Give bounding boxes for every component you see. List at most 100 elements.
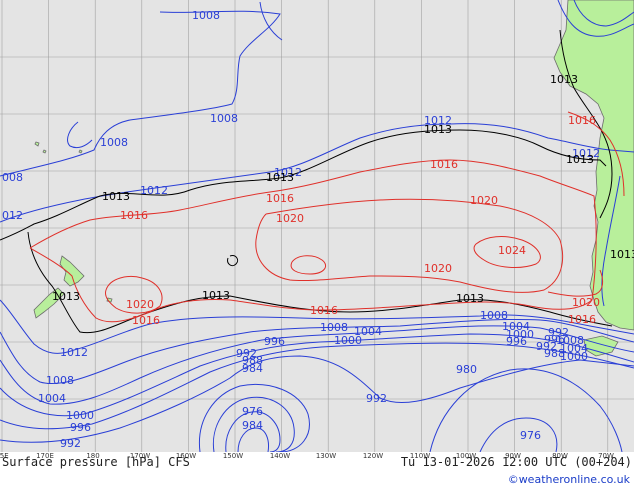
isobar-label: 1004 <box>502 320 530 333</box>
lon-label: 150W <box>222 452 244 460</box>
isobar-label: 984 <box>242 419 263 432</box>
isobar-coast-1012-east <box>601 175 621 307</box>
lon-label: 140W <box>269 452 291 460</box>
isobar-label: 1000 <box>66 409 94 422</box>
isobar-label: 996 <box>264 335 285 348</box>
isobar-988-low <box>198 383 310 453</box>
isobar-label: 1008 <box>320 321 348 334</box>
isobar-label: 992 <box>366 392 387 405</box>
lon-label: 170E <box>36 452 54 460</box>
isobar-label: 1000 <box>506 328 534 341</box>
pacific-island-2 <box>42 149 47 154</box>
isobar-1012-north <box>0 123 634 223</box>
isobar-1016-coast <box>567 111 625 197</box>
credit-link[interactable]: ©weatheronline.co.uk <box>507 473 630 486</box>
isobar-label: 992 <box>236 347 257 360</box>
isobar-1024 <box>473 236 541 268</box>
lon-label: 70W <box>598 452 614 460</box>
isobar-label: 988 <box>544 347 565 360</box>
isobar-nz-small <box>67 121 93 149</box>
isobar-label: 1008 <box>192 9 220 22</box>
isobar-label: 1013 <box>424 123 452 136</box>
isobar-label: 1013 <box>610 248 634 261</box>
isobar-996 <box>0 342 634 430</box>
land-masses <box>33 0 634 357</box>
isobar-label: 1008 <box>100 136 128 149</box>
isobar-label: 1012 <box>274 166 302 179</box>
isobar-label: 1013 <box>566 153 594 166</box>
isobar-1008-ring <box>259 1 283 41</box>
isobar-label: 1012 <box>572 147 600 160</box>
isobar-label: 1004 <box>354 325 382 338</box>
isobar-label: 996 <box>70 421 91 434</box>
tierra-del-fuego-land <box>583 335 619 357</box>
isobar-980-east <box>429 368 623 453</box>
lon-label: 80W <box>552 452 568 460</box>
isobar-label: 1016 <box>568 313 596 326</box>
isobar-label: 1020 <box>424 262 452 275</box>
isobar-976-east <box>479 417 558 453</box>
isobar-1008-north <box>0 10 281 177</box>
isobar-label: 1013 <box>202 289 230 302</box>
lon-label: 110W <box>409 452 431 460</box>
isobar-976-low <box>237 427 269 453</box>
isobar-label: 984 <box>242 362 263 375</box>
isobar-label: 1013 <box>550 73 578 86</box>
isobar-label: 1012 <box>140 184 168 197</box>
lon-label: 65E <box>0 452 9 460</box>
isobar-label: 1013 <box>456 292 484 305</box>
isobar-label: 1016 <box>266 192 294 205</box>
isobar-label: 1000 <box>560 350 588 363</box>
isobar-1013-north <box>0 129 607 241</box>
isobar-1020-west <box>105 276 163 314</box>
isobar-1000 <box>0 333 634 417</box>
isobar-1020-small <box>290 255 326 275</box>
isobar-1020-coast <box>547 269 604 297</box>
isobar-1013-small <box>227 255 239 267</box>
lon-label: 100W <box>455 452 477 460</box>
lon-label: 120W <box>362 452 384 460</box>
ocean-background <box>0 0 634 452</box>
isobar-1004 <box>0 325 634 405</box>
isobar-label: 992 <box>536 340 557 353</box>
isobar-label: 976 <box>520 429 541 442</box>
isobar-label: 996 <box>544 333 565 346</box>
isobar-label: 1020 <box>572 296 600 309</box>
isobar-980-low <box>225 411 281 453</box>
isobar-label: 1008 <box>210 112 238 125</box>
isobar-label: 1016 <box>430 158 458 171</box>
isobar-label: 1000 <box>334 334 362 347</box>
isobar-label: 992 <box>548 326 569 339</box>
isobar-coast-1012 <box>557 0 634 37</box>
isobar-label: 1020 <box>470 194 498 207</box>
isobar-label: 1020 <box>126 298 154 311</box>
isobar-coast-1008 <box>573 0 634 27</box>
valid-time: Tu 13-01-2026 12:00 UTC (00+204) <box>400 455 632 469</box>
isobar-label: 1004 <box>560 342 588 355</box>
isobar-label: 1013 <box>266 171 294 184</box>
isobar-labels: 1008 1008 1008 008 012 1012 1012 1012 10… <box>2 9 634 450</box>
south-america-land <box>553 0 634 331</box>
isobar-label: 1013 <box>102 190 130 203</box>
isobar-label: 1013 <box>52 290 80 303</box>
isobars <box>0 0 634 453</box>
isobars-low <box>0 0 634 453</box>
map-footer <box>0 452 634 490</box>
isobar-label: 1016 <box>568 114 596 127</box>
graticule <box>0 0 634 452</box>
map-title: Surface pressure [hPa] CFS <box>2 455 190 469</box>
pacific-island-1 <box>34 141 40 147</box>
isobar-label: 1008 <box>556 334 584 347</box>
isobar-1020-main <box>255 198 564 293</box>
isobar-label: 1012 <box>424 114 452 127</box>
lon-label: 180 <box>86 452 100 460</box>
isobar-label: 1020 <box>276 212 304 225</box>
pacific-island-3 <box>78 149 83 154</box>
isobar-label: 1024 <box>498 244 526 257</box>
isobar-label: 1004 <box>38 392 66 405</box>
isobar-label: 992 <box>60 437 81 450</box>
isobar-1016-outer <box>29 159 597 323</box>
isobar-label: 988 <box>242 354 263 367</box>
isobars-high <box>29 111 625 323</box>
